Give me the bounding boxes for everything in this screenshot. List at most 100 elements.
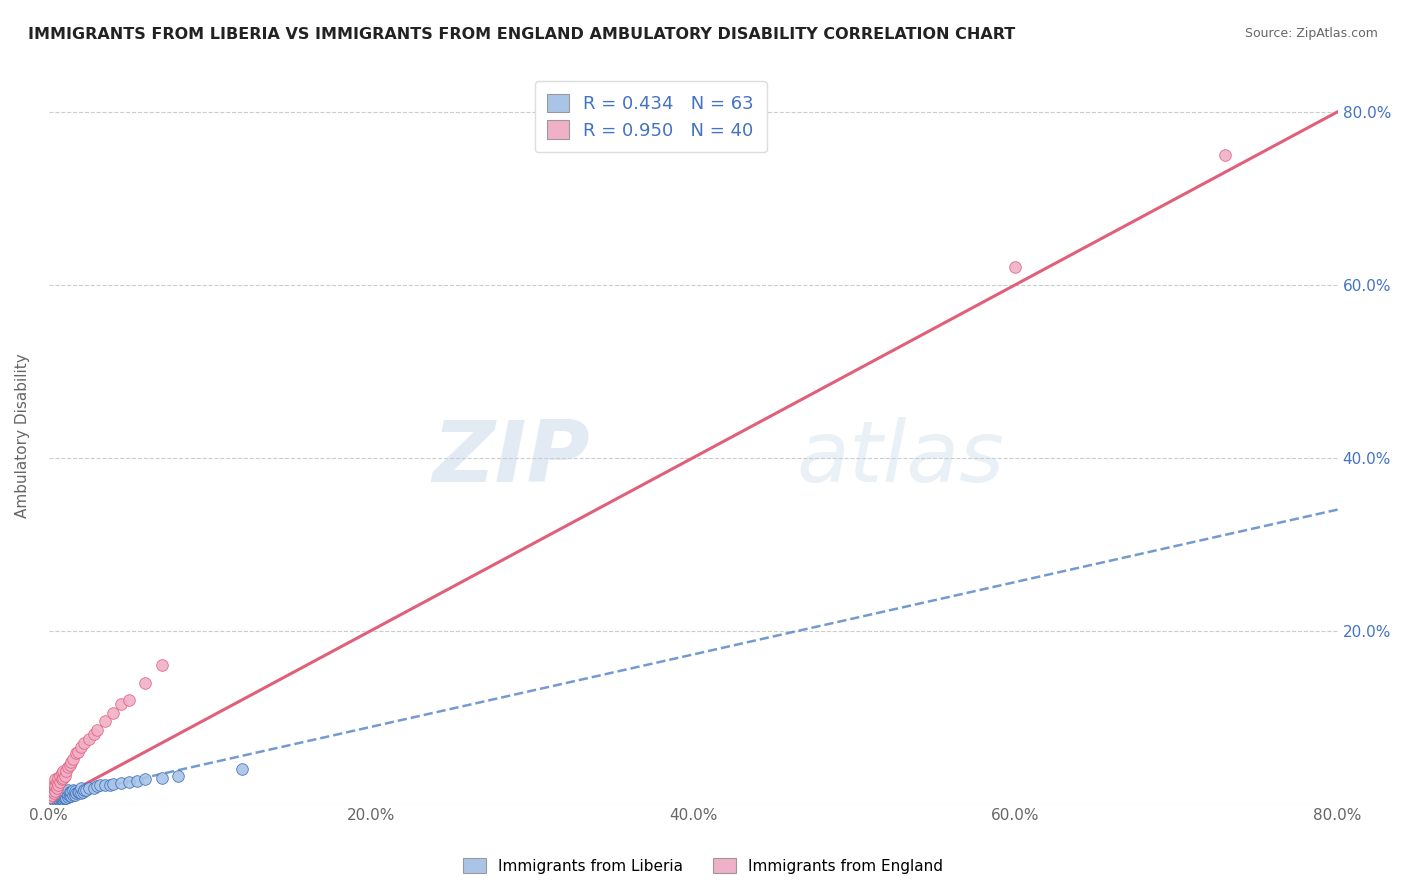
Point (49, 789, 72, 804)
Point (83, 727, 105, 741)
Point (127, 774, 149, 789)
Point (45, 786, 67, 800)
Point (66, 745, 89, 759)
Point (110, 697, 132, 711)
Point (55, 790, 77, 805)
Point (48, 788, 70, 802)
Point (42, 778, 65, 792)
Point (77, 731, 100, 746)
Text: Source: ZipAtlas.com: Source: ZipAtlas.com (1244, 27, 1378, 40)
Point (42, 780, 65, 795)
Point (86, 723, 108, 738)
Point (48, 792, 70, 806)
Point (49, 791, 72, 805)
Point (1213, 148, 1236, 162)
Point (39, 789, 62, 804)
Point (60, 784, 83, 798)
Point (44, 792, 66, 806)
Point (77, 780, 100, 795)
Point (53, 791, 76, 805)
Point (110, 776, 132, 790)
Point (44, 794, 66, 808)
Point (60, 755, 83, 769)
Point (42, 791, 65, 805)
Point (65, 747, 87, 761)
Point (45, 793, 67, 807)
Point (103, 777, 125, 791)
Point (150, 771, 173, 785)
Point (67, 784, 90, 798)
Point (49, 787, 72, 801)
Point (62, 782, 84, 797)
Point (59, 757, 82, 772)
Point (60, 789, 83, 803)
Point (51, 789, 73, 804)
Point (75, 782, 97, 797)
Point (44, 788, 66, 802)
Point (52, 771, 75, 785)
Point (41, 788, 63, 802)
Point (70, 786, 93, 800)
Point (134, 675, 156, 690)
Point (1004, 260, 1026, 275)
Point (52, 789, 75, 803)
Point (73, 782, 96, 797)
Point (72, 784, 94, 798)
Legend: Immigrants from Liberia, Immigrants from England: Immigrants from Liberia, Immigrants from… (457, 852, 949, 880)
Point (44, 772, 66, 787)
Point (52, 791, 75, 805)
Point (51, 772, 73, 787)
Text: atlas: atlas (796, 417, 1004, 500)
Point (52, 784, 75, 798)
Point (63, 788, 86, 802)
Point (62, 788, 84, 802)
Point (48, 778, 70, 792)
Point (94, 778, 117, 792)
Point (56, 760, 79, 774)
Point (83, 780, 105, 795)
Point (103, 706, 125, 720)
Point (45, 775, 67, 789)
Point (49, 769, 72, 783)
Point (55, 764, 77, 778)
Point (70, 780, 93, 795)
Point (59, 789, 82, 803)
Text: IMMIGRANTS FROM LIBERIA VS IMMIGRANTS FROM ENGLAND AMBULATORY DISABILITY CORRELA: IMMIGRANTS FROM LIBERIA VS IMMIGRANTS FR… (28, 27, 1015, 42)
Point (166, 769, 188, 783)
Point (62, 752, 84, 766)
Point (41, 783, 63, 797)
Point (49, 784, 72, 798)
Point (56, 787, 79, 801)
Legend: R = 0.434   N = 63, R = 0.950   N = 40: R = 0.434 N = 63, R = 0.950 N = 40 (534, 81, 766, 153)
Point (41, 793, 63, 807)
Point (45, 789, 67, 803)
Point (89, 779, 111, 793)
Text: ZIP: ZIP (433, 417, 591, 500)
Point (39, 792, 62, 806)
Point (51, 766, 73, 780)
Point (42, 789, 65, 804)
Point (53, 769, 76, 783)
Y-axis label: Ambulatory Disability: Ambulatory Disability (15, 354, 30, 518)
Point (63, 783, 86, 797)
Point (118, 775, 141, 789)
Point (65, 786, 87, 800)
Point (48, 783, 70, 797)
Point (118, 693, 141, 707)
Point (44, 783, 66, 797)
Point (44, 780, 66, 794)
Point (150, 658, 173, 673)
Point (231, 762, 253, 776)
Point (56, 782, 79, 797)
Point (48, 771, 70, 785)
Point (70, 740, 93, 755)
Point (66, 785, 89, 799)
Point (45, 780, 67, 795)
Point (42, 786, 65, 800)
Point (98, 778, 121, 792)
Point (51, 792, 73, 806)
Point (53, 783, 76, 797)
Point (55, 786, 77, 800)
Point (52, 764, 75, 778)
Point (94, 714, 117, 729)
